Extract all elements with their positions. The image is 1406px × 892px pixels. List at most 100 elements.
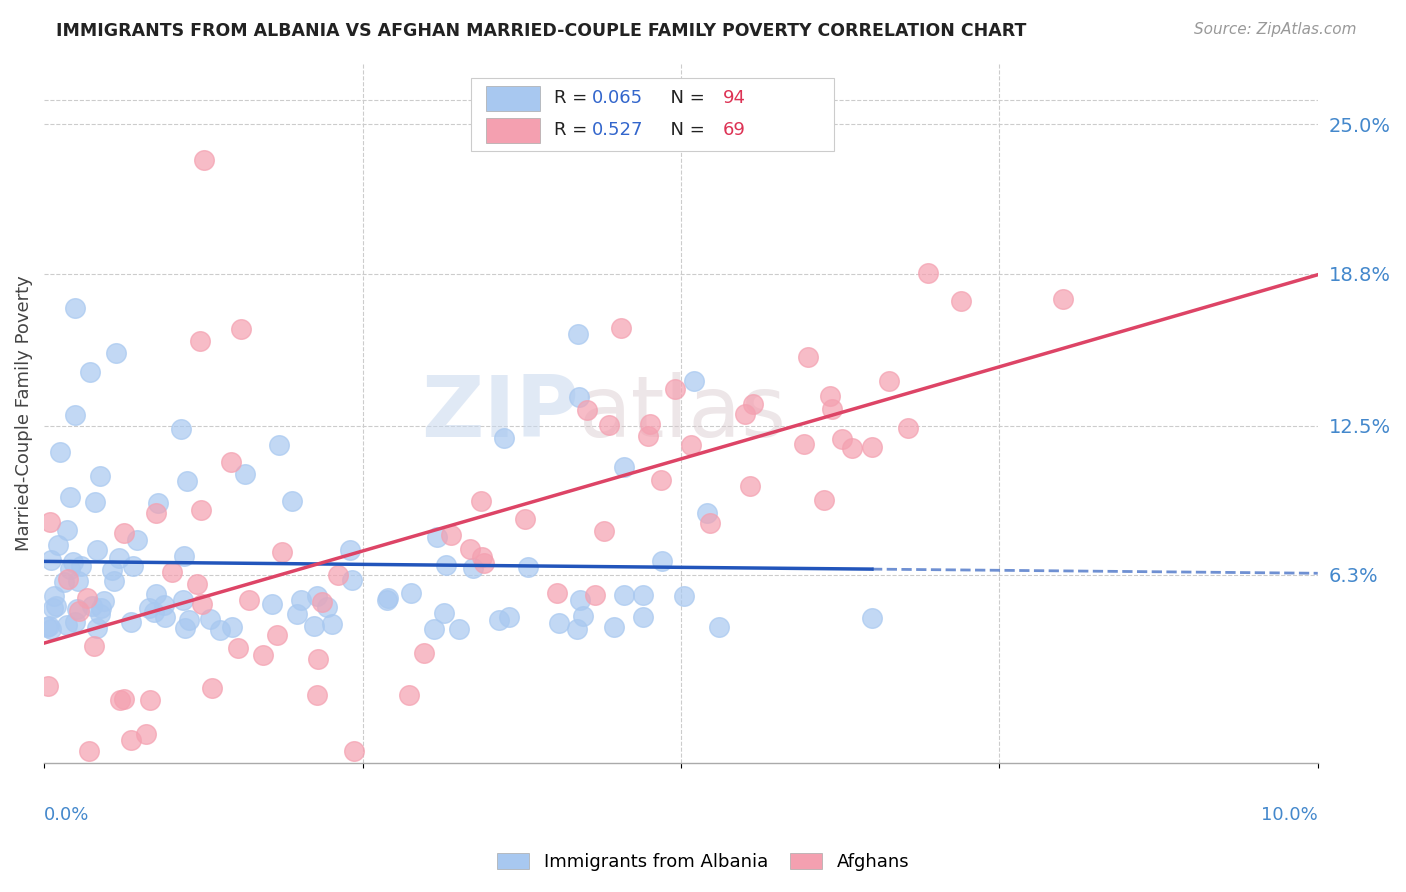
Point xyxy=(146,496,169,510)
Point xyxy=(592,524,614,538)
Point xyxy=(813,492,835,507)
Point xyxy=(434,558,457,573)
Point xyxy=(67,574,90,589)
Point xyxy=(59,490,82,504)
Point xyxy=(38,619,60,633)
FancyBboxPatch shape xyxy=(486,118,540,143)
Point xyxy=(62,555,84,569)
Point xyxy=(90,601,112,615)
Point xyxy=(112,691,135,706)
Point xyxy=(1052,293,1074,307)
Point xyxy=(950,294,973,309)
Point xyxy=(69,559,91,574)
Point xyxy=(860,440,883,454)
Point xyxy=(266,628,288,642)
Point xyxy=(494,431,516,445)
Point xyxy=(38,515,60,529)
Point xyxy=(235,467,257,481)
Point xyxy=(63,615,86,629)
Point xyxy=(699,516,721,530)
Point xyxy=(108,551,131,566)
Text: R =: R = xyxy=(554,121,592,139)
Point xyxy=(603,620,626,634)
Point xyxy=(637,429,659,443)
Point xyxy=(316,600,339,615)
Point xyxy=(377,591,399,605)
Point xyxy=(193,153,215,168)
Point xyxy=(738,479,761,493)
Text: IMMIGRANTS FROM ALBANIA VS AFGHAN MARRIED-COUPLE FAMILY POVERTY CORRELATION CHAR: IMMIGRANTS FROM ALBANIA VS AFGHAN MARRIE… xyxy=(56,22,1026,40)
Text: N =: N = xyxy=(659,121,711,139)
Point xyxy=(83,639,105,653)
Point xyxy=(66,602,89,616)
Point xyxy=(59,562,82,576)
Point xyxy=(793,437,815,451)
Point xyxy=(696,506,718,520)
Point xyxy=(281,493,304,508)
Point xyxy=(917,267,939,281)
Point xyxy=(311,595,333,609)
Point xyxy=(734,407,756,421)
Point xyxy=(613,460,636,475)
Point xyxy=(121,732,143,747)
Point xyxy=(609,321,631,335)
Legend: Immigrants from Albania, Afghans: Immigrants from Albania, Afghans xyxy=(489,846,917,879)
Point xyxy=(650,473,672,487)
Point xyxy=(841,442,863,456)
Point xyxy=(53,574,76,589)
Point xyxy=(172,593,194,607)
Point xyxy=(269,438,291,452)
Text: R =: R = xyxy=(554,89,592,107)
FancyBboxPatch shape xyxy=(486,86,540,111)
Point xyxy=(471,550,494,565)
Text: ZIP: ZIP xyxy=(422,372,579,455)
Point xyxy=(321,617,343,632)
Point xyxy=(145,587,167,601)
Point xyxy=(209,623,232,637)
Point xyxy=(103,574,125,588)
Point xyxy=(49,445,72,459)
Point xyxy=(65,301,87,315)
Point xyxy=(797,350,820,364)
Text: 0.065: 0.065 xyxy=(592,89,643,107)
Point xyxy=(262,597,284,611)
Point xyxy=(37,620,59,634)
Point xyxy=(89,607,111,622)
Point xyxy=(41,553,63,567)
Point xyxy=(672,589,695,603)
Point xyxy=(82,599,104,613)
Point xyxy=(89,469,111,483)
Point xyxy=(42,601,65,615)
Point xyxy=(831,432,853,446)
Point xyxy=(44,589,66,603)
Point xyxy=(100,563,122,577)
Point xyxy=(198,611,221,625)
Point xyxy=(56,618,79,632)
Point xyxy=(270,545,292,559)
Point xyxy=(339,542,361,557)
Point xyxy=(741,397,763,411)
Point xyxy=(76,591,98,605)
Point xyxy=(399,586,422,600)
Point xyxy=(572,608,595,623)
Point xyxy=(461,561,484,575)
Point xyxy=(104,346,127,360)
Point xyxy=(231,322,253,336)
Point xyxy=(63,408,86,422)
Point xyxy=(188,334,211,348)
Point xyxy=(598,417,620,432)
Point xyxy=(138,600,160,615)
Point xyxy=(860,611,883,625)
Point xyxy=(177,613,200,627)
Point xyxy=(86,621,108,635)
Point xyxy=(302,618,325,632)
Point xyxy=(200,681,222,696)
Point xyxy=(162,566,184,580)
Point xyxy=(56,572,79,586)
Point xyxy=(238,593,260,607)
Text: 0.527: 0.527 xyxy=(592,121,644,139)
Point xyxy=(190,503,212,517)
Point xyxy=(173,621,195,635)
Point xyxy=(139,692,162,706)
Point xyxy=(45,599,67,613)
